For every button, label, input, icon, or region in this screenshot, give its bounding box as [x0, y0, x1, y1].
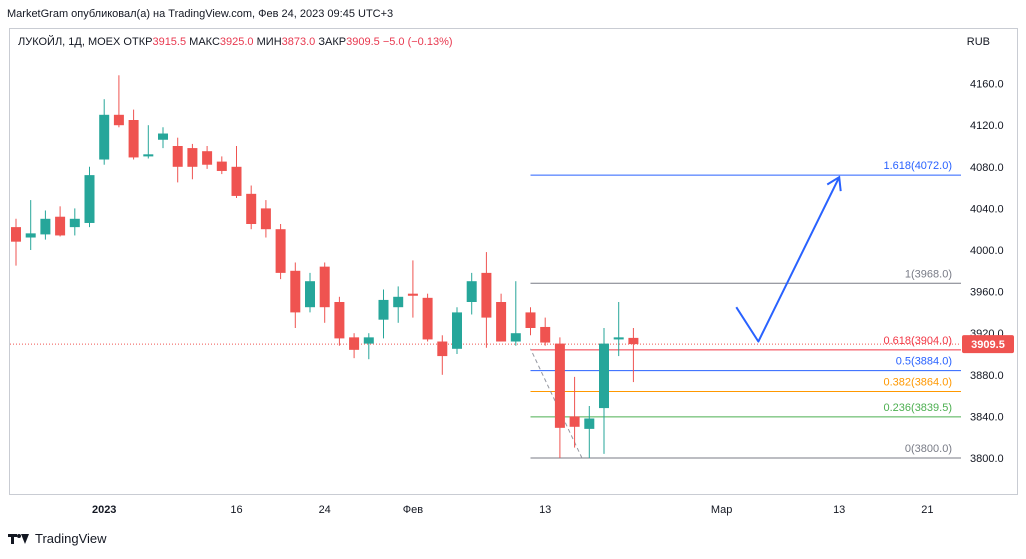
low-label: МИН — [256, 36, 282, 48]
x-tick-label: 21 — [921, 504, 933, 516]
publication-text: MarketGram опубликовал(а) на TradingView… — [7, 8, 394, 20]
tradingview-footer: TradingView — [8, 531, 107, 546]
tradingview-logo-icon — [8, 532, 30, 546]
currency-label: RUB — [966, 36, 990, 48]
chart-frame — [9, 28, 1018, 495]
close-value: 3909.5 — [346, 36, 380, 48]
tradingview-brand: TradingView — [35, 531, 107, 546]
x-tick-label: Фев — [403, 504, 423, 516]
open-value: 3915.5 — [152, 36, 187, 48]
high-value: 3925.0 — [219, 36, 254, 48]
x-tick-label: 2023 — [92, 504, 116, 516]
chart-legend: ЛУКОЙЛ, 1Д, MOEX ОТКР3915.5 МАКС3925.0 М… — [18, 36, 453, 48]
publication-header: MarketGram опубликовал(а) на TradingView… — [7, 8, 393, 20]
x-tick-label: 24 — [319, 504, 331, 516]
open-label: ОТКР — [123, 36, 153, 48]
high-label: МАКС — [189, 36, 220, 48]
low-value: 3873.0 — [281, 36, 316, 48]
x-tick-label: 13 — [833, 504, 845, 516]
close-label: ЗАКР — [318, 36, 347, 48]
x-tick-label: 13 — [539, 504, 551, 516]
x-tick-label: Мар — [711, 504, 733, 516]
x-tick-label: 16 — [230, 504, 242, 516]
symbol-label[interactable]: ЛУКОЙЛ, 1Д, MOEX — [18, 36, 121, 48]
change-value: −5.0 (−0.13%) — [382, 36, 453, 48]
